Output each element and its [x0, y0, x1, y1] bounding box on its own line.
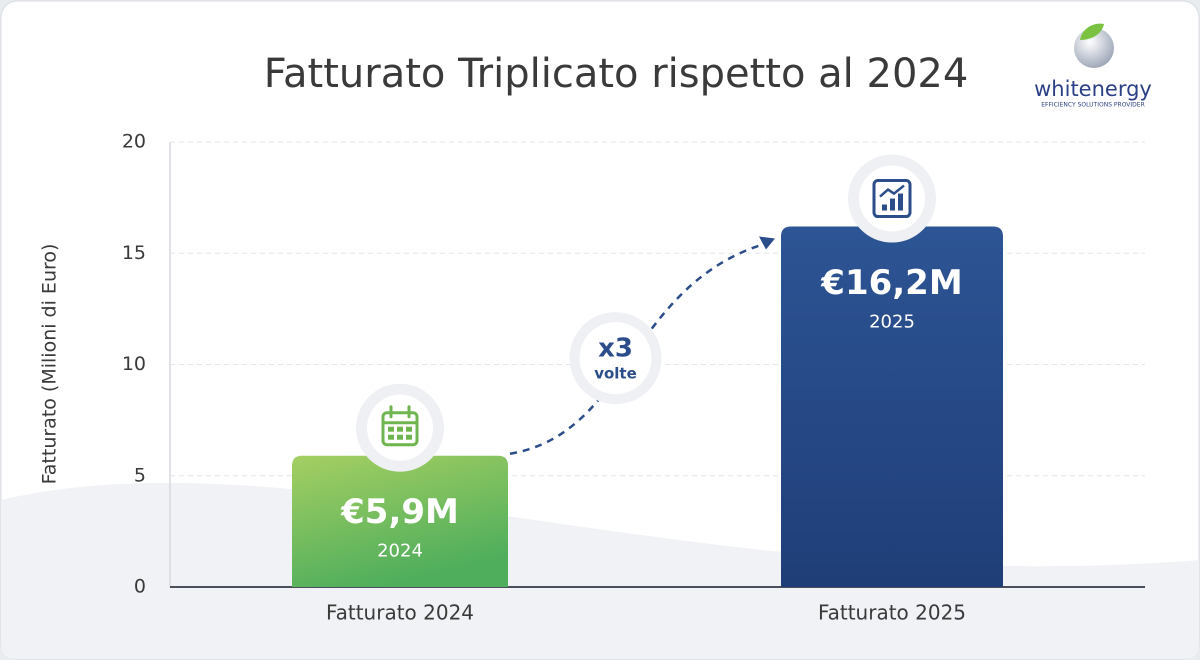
chart-icon: [898, 193, 903, 211]
y-tick-label: 5: [134, 464, 146, 486]
y-axis-label: Fatturato (Milioni di Euro): [39, 244, 61, 485]
bar: [292, 455, 508, 587]
chart-icon: [882, 204, 887, 211]
bar-sublabel: 2024: [377, 541, 423, 562]
calendar-icon: [397, 434, 403, 440]
multiplier-text: x3: [598, 334, 633, 364]
x-tick-label: Fatturato 2024: [326, 601, 474, 625]
logo: whitenergy EFFICIENCY SOLUTIONS PROVIDER: [1034, 23, 1152, 109]
calendar-icon: [381, 411, 419, 447]
chart-icon: [872, 179, 912, 219]
calendar-icon: [406, 426, 412, 432]
calendar-icon: [388, 426, 394, 432]
value-label: €5,9M: [340, 492, 459, 532]
multiplier-badge: [579, 322, 652, 395]
x-tick-label: Fatturato 2025: [818, 601, 966, 625]
arrow-head: [759, 236, 775, 250]
chart-icon: [879, 184, 905, 198]
chart-title: Fatturato Triplicato rispetto al 2024: [264, 51, 969, 97]
logo-name: whitenergy: [1034, 77, 1152, 101]
calendar-icon: [406, 434, 412, 440]
y-tick-label: 20: [122, 131, 146, 153]
y-tick-label: 0: [134, 576, 146, 598]
calendar-icon: [388, 434, 394, 440]
chart-icon: [890, 198, 895, 211]
logo-tagline: EFFICIENCY SOLUTIONS PROVIDER: [1041, 102, 1145, 109]
bar: [781, 226, 1003, 588]
value-label: €16,2M: [820, 263, 962, 303]
y-tick-label: 10: [122, 353, 146, 375]
bar-sublabel: 2025: [869, 312, 915, 333]
logo-leaf: [1080, 23, 1104, 40]
y-tick-label: 15: [122, 242, 146, 264]
multiplier-subtext: volte: [594, 365, 637, 383]
calendar-icon: [397, 426, 403, 432]
